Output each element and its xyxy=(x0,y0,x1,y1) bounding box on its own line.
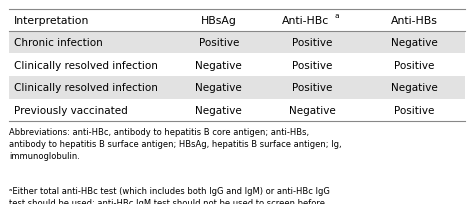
Text: Abbreviations: anti-HBc, antibody to hepatitis B core antigen; anti-HBs,
antibod: Abbreviations: anti-HBc, antibody to hep… xyxy=(9,128,342,160)
Bar xyxy=(9,99,465,122)
Bar xyxy=(9,76,465,99)
Text: Positive: Positive xyxy=(292,60,332,70)
Text: Positive: Positive xyxy=(292,38,332,48)
Text: Anti-HBc: Anti-HBc xyxy=(282,16,329,26)
Bar xyxy=(9,31,465,54)
Text: Anti-HBs: Anti-HBs xyxy=(391,16,438,26)
Text: Negative: Negative xyxy=(391,38,438,48)
Text: Interpretation: Interpretation xyxy=(14,16,90,26)
Text: Negative: Negative xyxy=(289,105,336,115)
Text: Clinically resolved infection: Clinically resolved infection xyxy=(14,60,158,70)
Text: Negative: Negative xyxy=(391,83,438,93)
Text: Positive: Positive xyxy=(292,83,332,93)
Text: Positive: Positive xyxy=(199,38,239,48)
Text: Clinically resolved infection: Clinically resolved infection xyxy=(14,83,158,93)
Text: Negative: Negative xyxy=(195,105,242,115)
Bar xyxy=(9,54,465,76)
Text: Negative: Negative xyxy=(195,83,242,93)
Text: HBsAg: HBsAg xyxy=(201,16,237,26)
Text: ᵃEither total anti-HBc test (which includes both IgG and IgM) or anti-HBc IgG
te: ᵃEither total anti-HBc test (which inclu… xyxy=(9,186,330,204)
Text: Previously vaccinated: Previously vaccinated xyxy=(14,105,128,115)
Text: Positive: Positive xyxy=(394,60,435,70)
Text: a: a xyxy=(335,13,339,19)
Text: Positive: Positive xyxy=(394,105,435,115)
Text: Chronic infection: Chronic infection xyxy=(14,38,103,48)
Text: Negative: Negative xyxy=(195,60,242,70)
